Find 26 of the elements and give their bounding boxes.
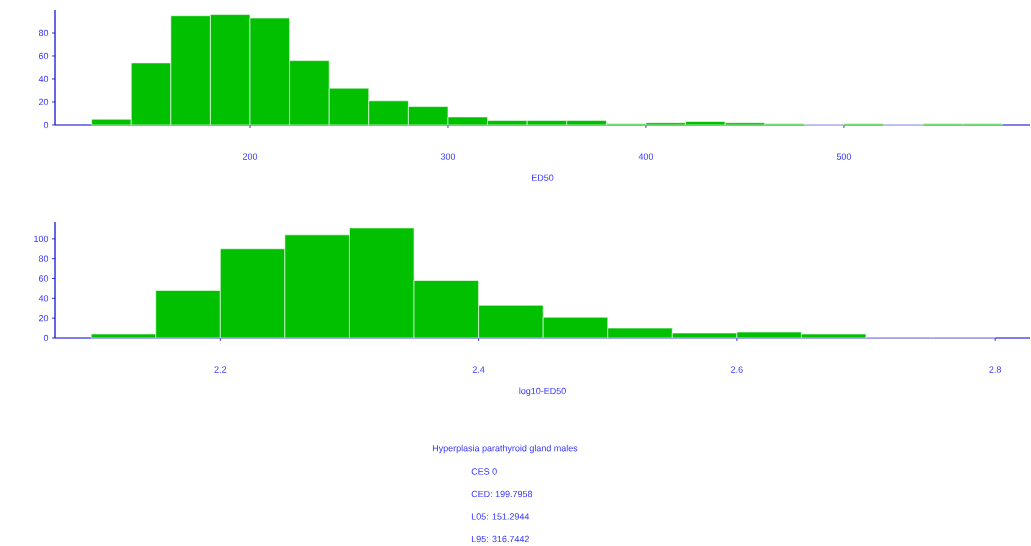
y-tick-label: 0: [43, 121, 49, 129]
x-tick-label: 2.8: [989, 366, 1001, 373]
text: CED: 199.7958: [471, 490, 533, 498]
y-tick-label: 100: [34, 235, 49, 243]
y-tick-label: 40: [38, 295, 49, 302]
y-tick-label: 80: [38, 29, 49, 37]
text: L05: 151.2944: [471, 513, 530, 520]
x-tick-label: 200: [242, 153, 258, 160]
y-tick-label: 80: [38, 255, 49, 262]
x-tick-label: 300: [440, 153, 456, 160]
x-tick-label: 2.6: [731, 366, 743, 373]
y-tick-label: 60: [38, 275, 49, 282]
text: L95: 316.7442: [471, 535, 529, 543]
y-tick-label: 40: [38, 75, 49, 83]
x-tick-label: 2.4: [472, 366, 485, 373]
x-tick-label: 400: [638, 153, 654, 160]
text: Hyperplasia parathyroid gland males: [432, 444, 578, 454]
y-tick-label: 0: [43, 334, 49, 342]
y-tick-label: 60: [38, 52, 49, 60]
x-axis-title: log10-ED50: [519, 387, 566, 396]
x-axis-title: ED50: [532, 174, 554, 181]
x-tick-label: 2.2: [214, 366, 227, 373]
y-tick-label: 20: [38, 98, 49, 106]
x-tick-label: 500: [836, 153, 852, 160]
y-tick-label: 20: [38, 314, 49, 322]
text: CES 0: [471, 468, 497, 475]
